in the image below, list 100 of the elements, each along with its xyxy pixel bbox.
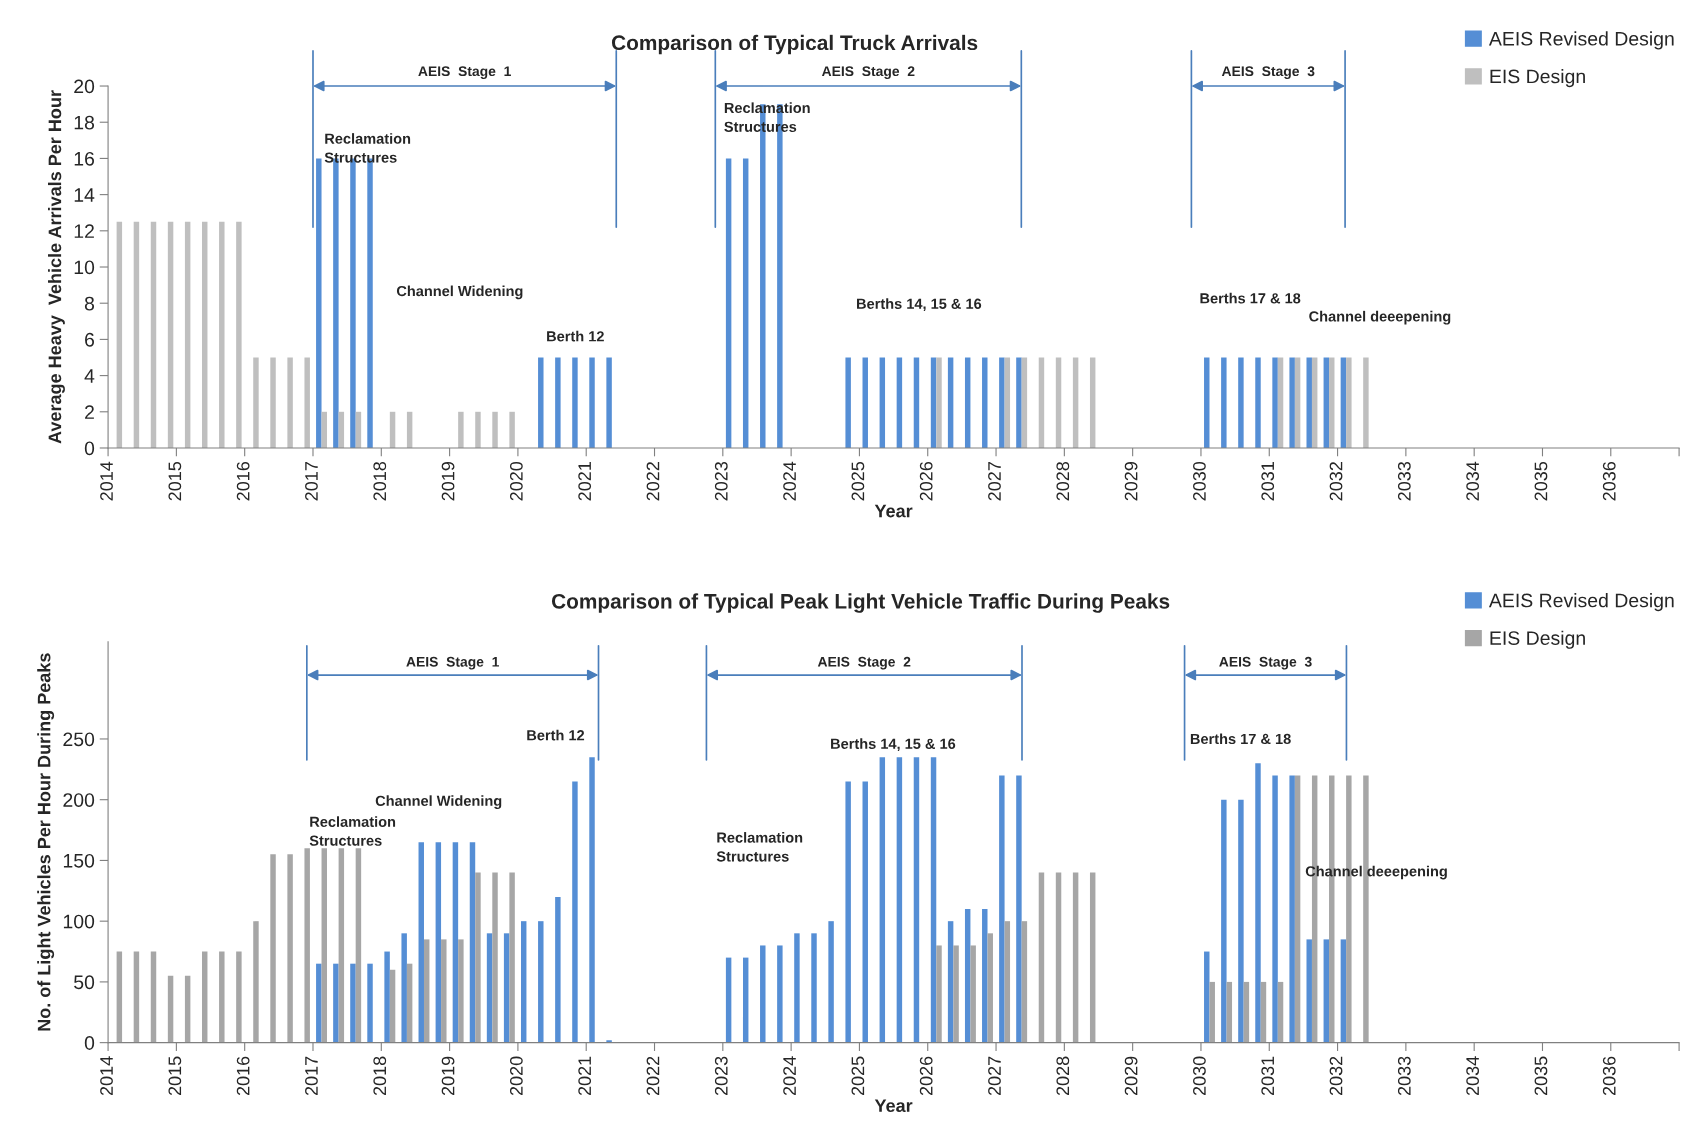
y-tick-label: 8	[84, 296, 95, 311]
annotation: Reclamation Structures	[324, 133, 411, 163]
y-tick-label: 250	[63, 732, 95, 747]
x-tick-label: 2023	[714, 461, 728, 501]
x-tick-label: 2024	[783, 1056, 796, 1096]
x-tick-label: 2035	[1534, 461, 1548, 501]
bar	[1204, 357, 1210, 448]
y-tick-label: 150	[63, 853, 95, 868]
bar	[1323, 357, 1330, 448]
bar	[520, 921, 527, 1043]
bar	[133, 221, 140, 448]
bar	[1204, 951, 1210, 1043]
bar	[1323, 939, 1330, 1043]
x-tick-label: 2036	[1602, 1056, 1616, 1096]
annotation: AEIS Stage 2	[817, 656, 911, 670]
annotation: Berths 17 & 18	[1190, 733, 1291, 745]
bar	[423, 939, 430, 1043]
chart-title: Comparison of Typical Peak Light Vehicle Traffic During Peaks	[551, 593, 1170, 613]
x-axis-title: Year	[874, 504, 913, 518]
bar	[1272, 775, 1278, 1043]
bar	[321, 848, 327, 1043]
bar	[202, 951, 208, 1043]
x-tick-label: 2028	[1056, 1056, 1070, 1096]
x-tick-label: 2022	[646, 462, 660, 501]
x-tick-label: 2033	[1397, 461, 1411, 501]
annotation: Berth 12	[547, 330, 604, 342]
x-tick-label: 2024	[783, 461, 796, 501]
bar	[452, 842, 459, 1043]
bar	[862, 357, 868, 448]
bar	[253, 357, 259, 448]
bar	[987, 933, 993, 1043]
bar	[1238, 357, 1244, 448]
bar	[879, 757, 886, 1043]
x-tick-label: 2016	[236, 461, 250, 501]
legend-label: EIS Design	[1490, 69, 1585, 88]
bar	[1221, 357, 1227, 448]
x-tick-label: 2017	[305, 1056, 318, 1096]
bar	[236, 221, 242, 448]
bar	[1272, 357, 1278, 448]
bar	[913, 357, 920, 448]
x-tick-label: 2025	[851, 461, 865, 501]
bar	[333, 963, 339, 1043]
x-tick-label: 2029	[1124, 1056, 1138, 1096]
bar	[116, 951, 123, 1043]
x-tick-label: 2027	[988, 1056, 1001, 1096]
bar	[999, 357, 1005, 448]
bar	[1016, 775, 1022, 1043]
bar	[538, 921, 544, 1043]
x-tick-label: 2032	[1329, 1056, 1343, 1096]
bar	[1363, 775, 1369, 1043]
bar	[389, 969, 396, 1043]
text: AEIS Stage 3	[1221, 66, 1315, 79]
bar	[406, 963, 413, 1043]
bar	[828, 921, 834, 1043]
x-tick-label: 2018	[373, 461, 387, 501]
x-tick-label: 2021	[578, 462, 592, 501]
bar	[760, 945, 766, 1043]
bar	[589, 357, 595, 448]
y-tick-label: 10	[74, 260, 95, 275]
annotation: Berths 14, 15 & 16	[857, 298, 982, 312]
bar	[794, 933, 800, 1043]
annotation: Channel deeepening	[1305, 865, 1447, 880]
bar	[1221, 799, 1227, 1043]
bar	[845, 357, 851, 448]
bar	[509, 411, 515, 448]
bar	[1329, 357, 1335, 448]
x-tick-label: 2016	[236, 1056, 250, 1096]
y-tick-label: 20	[74, 79, 95, 94]
bar	[458, 411, 464, 448]
bar	[606, 1040, 612, 1043]
bar	[202, 221, 208, 448]
x-tick-label: 2034	[1466, 461, 1480, 501]
bar	[606, 357, 612, 448]
bar	[982, 909, 988, 1043]
bar	[458, 939, 464, 1043]
bar	[572, 781, 578, 1043]
legend-label: EIS Design	[1490, 630, 1585, 649]
bar	[116, 221, 123, 448]
bar	[936, 357, 942, 448]
bar	[1340, 939, 1347, 1043]
bar	[947, 357, 954, 448]
bar	[1072, 872, 1079, 1043]
bar	[1306, 357, 1312, 448]
y-tick-label: 200	[63, 793, 95, 807]
x-tick-label: 2020	[509, 1056, 523, 1096]
annotation: Channel deeepening	[1309, 310, 1451, 325]
bar	[150, 221, 157, 448]
bar	[742, 158, 749, 448]
bar	[1209, 981, 1215, 1043]
x-tick-label: 2018	[373, 1056, 387, 1096]
x-tick-label: 2022	[646, 1056, 660, 1096]
x-tick-label: 2030	[1193, 461, 1206, 501]
x-tick-label: 2014	[100, 1056, 113, 1096]
x-tick-label: 2019	[441, 462, 455, 501]
bar	[384, 951, 390, 1043]
bar	[509, 872, 515, 1043]
x-tick-label: 2035	[1534, 1056, 1548, 1096]
bar	[1243, 981, 1250, 1043]
annotation: AEIS Stage 3	[1219, 656, 1312, 670]
x-tick-label: 2020	[509, 461, 523, 501]
